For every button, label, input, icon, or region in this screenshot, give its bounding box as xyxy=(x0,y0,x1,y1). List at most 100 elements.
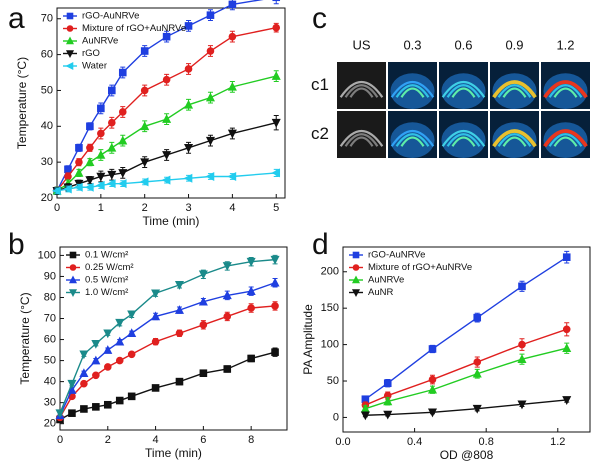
data-point xyxy=(272,0,281,2)
pa-arc xyxy=(451,87,476,98)
pa-arc xyxy=(339,80,384,98)
pa-glow xyxy=(492,122,537,158)
legend-marker xyxy=(352,251,360,259)
legend-label: AuNRVe xyxy=(368,275,404,286)
data-point xyxy=(174,281,184,290)
legend-marker xyxy=(351,289,361,297)
y-tick-label: 20 xyxy=(44,418,56,430)
data-point xyxy=(117,179,127,189)
data-point xyxy=(428,345,437,353)
y-axis-label: Temperature (°C) xyxy=(15,57,29,149)
pa-arc xyxy=(497,84,532,98)
data-point xyxy=(228,0,237,9)
y-tick-label: 20 xyxy=(41,192,53,204)
data-point xyxy=(199,369,208,378)
data-point xyxy=(108,118,116,127)
data-point xyxy=(96,172,106,182)
data-point xyxy=(518,340,526,349)
data-point xyxy=(161,175,171,185)
data-point xyxy=(174,305,184,314)
pa-glow xyxy=(390,122,435,158)
data-point xyxy=(103,363,112,371)
data-point xyxy=(223,365,232,373)
data-point xyxy=(91,355,101,365)
data-point xyxy=(175,329,184,338)
pa-arc xyxy=(390,80,435,98)
data-point xyxy=(91,339,101,349)
pa-arc xyxy=(553,87,578,98)
data-point xyxy=(151,289,161,299)
data-point xyxy=(80,379,88,388)
y-tick-label: 80 xyxy=(44,291,56,303)
y-tick-label: 200 xyxy=(321,266,339,278)
x-tick-label: 3 xyxy=(185,202,191,214)
pa-glow xyxy=(441,73,486,109)
y-tick-label: 70 xyxy=(41,13,53,25)
data-point xyxy=(360,411,370,421)
legend-label: rGO xyxy=(82,48,100,59)
data-point xyxy=(428,375,437,384)
data-point xyxy=(184,144,194,153)
data-point xyxy=(67,379,77,389)
data-point xyxy=(562,396,572,405)
pa-arc xyxy=(446,84,481,98)
data-point xyxy=(74,167,84,177)
data-point xyxy=(517,400,527,410)
legend-marker xyxy=(69,251,77,259)
pa-arc xyxy=(548,84,583,98)
pa-arc xyxy=(502,136,527,147)
data-point xyxy=(227,129,237,139)
column-label: 1.2 xyxy=(556,37,574,52)
data-point xyxy=(118,108,127,116)
y-tick-label: 50 xyxy=(41,84,53,96)
data-point xyxy=(184,99,194,109)
data-point xyxy=(118,169,128,178)
data-point xyxy=(472,368,482,378)
data-point xyxy=(198,270,208,280)
pa-arc xyxy=(553,136,578,147)
data-point xyxy=(85,157,95,166)
data-point xyxy=(127,350,136,359)
pa-arc xyxy=(400,136,425,147)
data-point xyxy=(139,177,149,187)
legend-marker xyxy=(68,289,78,297)
data-point xyxy=(86,144,94,152)
y-tick-label: 60 xyxy=(44,333,56,345)
data-point xyxy=(73,182,83,192)
series-line xyxy=(365,399,567,416)
x-tick-label: 4 xyxy=(153,434,159,446)
y-tick-label: 0 xyxy=(333,411,339,423)
data-point xyxy=(75,144,83,152)
data-point xyxy=(107,142,117,152)
data-point xyxy=(271,168,281,178)
x-axis-label: Time (min) xyxy=(145,446,202,460)
data-point xyxy=(115,356,124,365)
data-point xyxy=(205,92,215,102)
data-point xyxy=(103,329,113,339)
data-point xyxy=(184,22,193,30)
legend-label: 0.5 W/cm² xyxy=(85,275,128,286)
data-point xyxy=(68,409,76,417)
data-point xyxy=(227,171,237,182)
data-point xyxy=(184,65,193,73)
data-point xyxy=(227,81,237,91)
pa-glow xyxy=(543,122,588,158)
data-point xyxy=(85,176,95,186)
legend-marker xyxy=(66,12,74,20)
data-point xyxy=(271,118,281,128)
data-point xyxy=(151,311,161,321)
x-tick-label: 5 xyxy=(273,202,279,214)
data-point xyxy=(272,23,281,32)
data-point xyxy=(79,368,89,378)
pa-arc xyxy=(349,136,374,147)
data-point xyxy=(199,321,208,329)
error-bar xyxy=(273,0,279,5)
data-point xyxy=(151,337,160,346)
plot-frame xyxy=(56,7,286,199)
legend-label: rGO-AuNRVe xyxy=(368,250,425,261)
x-tick-label: 0 xyxy=(57,434,63,446)
row-label: c2 xyxy=(311,124,329,143)
data-point xyxy=(127,392,136,401)
pa-arc xyxy=(395,84,430,98)
pa-arc xyxy=(339,129,384,147)
